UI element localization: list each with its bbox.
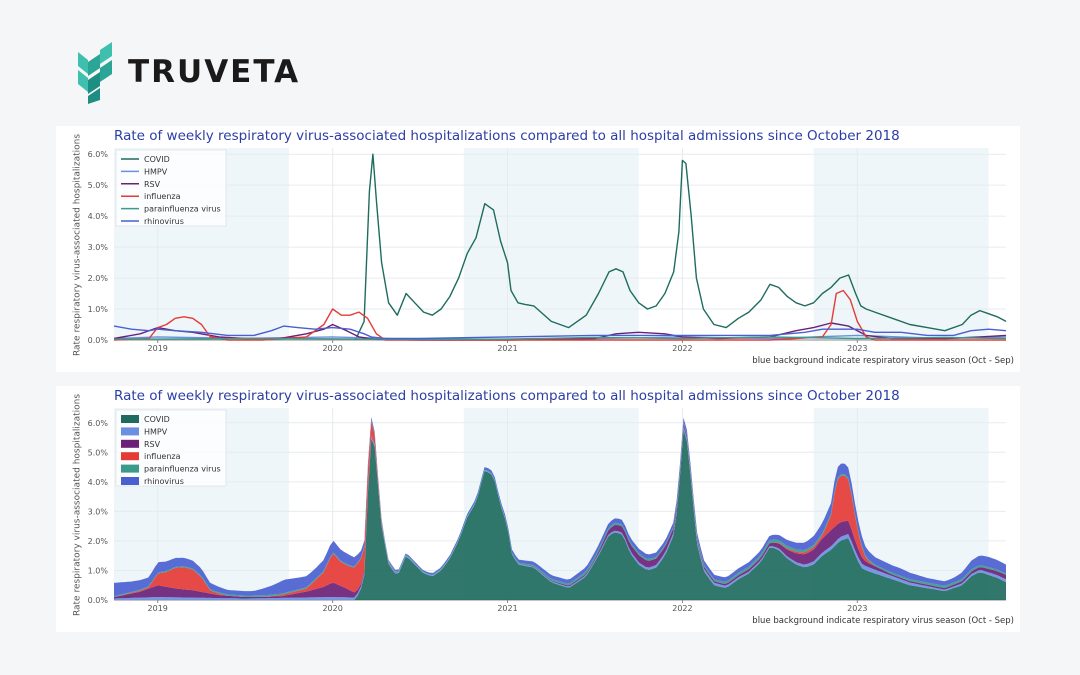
legend-label: influenza [144, 452, 181, 461]
y-axis-label: Rate respiratory virus-associated hospit… [58, 134, 98, 356]
legend-label: parainfluenza virus [144, 465, 221, 474]
y-tick-label: 1.0% [88, 566, 109, 575]
y-axis-label: Rate respiratory virus-associated hospit… [58, 394, 98, 616]
x-tick-label: 2023 [847, 604, 867, 613]
legend-box [115, 149, 227, 227]
brand-name: TRUVETA [128, 54, 301, 90]
series-line-influenza [113, 289, 1006, 341]
season-band [463, 148, 639, 340]
x-tick-label: 2019 [148, 604, 168, 613]
chart-title: Rate of weekly respiratory virus-associa… [114, 128, 900, 144]
y-axis-label-text: Rate respiratory virus-associated hospit… [72, 393, 83, 617]
y-tick-label: 0.0% [88, 336, 109, 345]
y-tick-label: 2.0% [88, 537, 109, 546]
y-tick-label: 5.0% [88, 448, 109, 457]
season-note: blue background indicate respiratory vir… [752, 616, 1014, 626]
series-group [114, 417, 1006, 600]
legend-swatch [121, 415, 139, 423]
chart-title: Rate of weekly respiratory virus-associa… [114, 388, 900, 404]
x-tick-label: 2022 [672, 604, 692, 613]
y-tick-label: 4.0% [88, 478, 109, 487]
legend-label: RSV [144, 440, 161, 449]
y-tick-label: 4.0% [88, 212, 109, 221]
legend-label: COVID [144, 415, 170, 424]
series-area-rhinovirus [114, 417, 1006, 597]
legend-label: HMPV [144, 167, 168, 176]
x-tick-label: 2021 [497, 344, 517, 353]
legend-swatch [121, 427, 139, 436]
series-area-parainfluenza-virus [114, 419, 1006, 597]
legend-label: COVID [144, 155, 170, 164]
legend-label: RSV [144, 180, 161, 189]
legend-label: HMPV [144, 427, 168, 436]
legend-label: parainfluenza virus [144, 205, 221, 214]
series-line-RSV [113, 322, 1007, 341]
y-tick-label: 0.0% [88, 596, 109, 605]
truveta-logo-icon [78, 42, 112, 104]
legend-swatch [121, 452, 139, 461]
legend-swatch [121, 439, 139, 448]
y-axis-label-text: Rate respiratory virus-associated hospit… [72, 133, 83, 357]
legend-label: rhinovirus [144, 217, 184, 226]
x-tick-label: 2019 [148, 344, 168, 353]
y-tick-label: 6.0% [88, 419, 109, 428]
x-tick-label: 2022 [672, 344, 692, 353]
series-line-rhinovirus [113, 325, 1007, 340]
x-tick-label: 2021 [497, 604, 517, 613]
y-tick-label: 3.0% [88, 507, 109, 516]
series-line-COVID [354, 153, 1007, 341]
season-note: blue background indicate respiratory vir… [752, 356, 1014, 366]
legend: COVID HMPV RSV influenza parainfluenza virus… [115, 409, 227, 487]
legend-label: rhinovirus [144, 477, 184, 486]
series-line-parainfluenza-virus [114, 336, 1007, 341]
area-chart-panel: Rate of weekly respiratory virus-associa… [56, 386, 1020, 632]
legend-swatch [121, 464, 139, 473]
truveta-logo: TRUVETA [76, 40, 300, 104]
line-chart: 0.0% 1.0% 2.0% 3.0% 4.0% 5.0% 6.0% 2019 2020 2021… [88, 148, 1007, 353]
series-area-COVID [114, 429, 1006, 600]
series-group [113, 153, 1007, 341]
season-band [813, 148, 989, 340]
x-tick-label: 2020 [322, 604, 342, 613]
y-tick-label: 5.0% [88, 181, 109, 190]
y-tick-label: 3.0% [88, 243, 109, 252]
legend: COVID HMPV RSV influenza parainfluenza virus… [115, 149, 227, 227]
y-tick-label: 1.0% [88, 305, 109, 314]
x-tick-label: 2020 [322, 344, 342, 353]
legend-label: influenza [144, 192, 181, 201]
line-chart-panel: Rate of weekly respiratory virus-associa… [56, 126, 1020, 372]
legend-swatch [121, 477, 139, 485]
y-tick-label: 6.0% [88, 150, 109, 159]
stacked-area-chart: 0.0% 1.0% 2.0% 3.0% 4.0% 5.0% 6.0% 2019 2020 2021… [88, 408, 1006, 613]
x-tick-label: 2023 [847, 344, 867, 353]
y-tick-label: 2.0% [88, 274, 109, 283]
